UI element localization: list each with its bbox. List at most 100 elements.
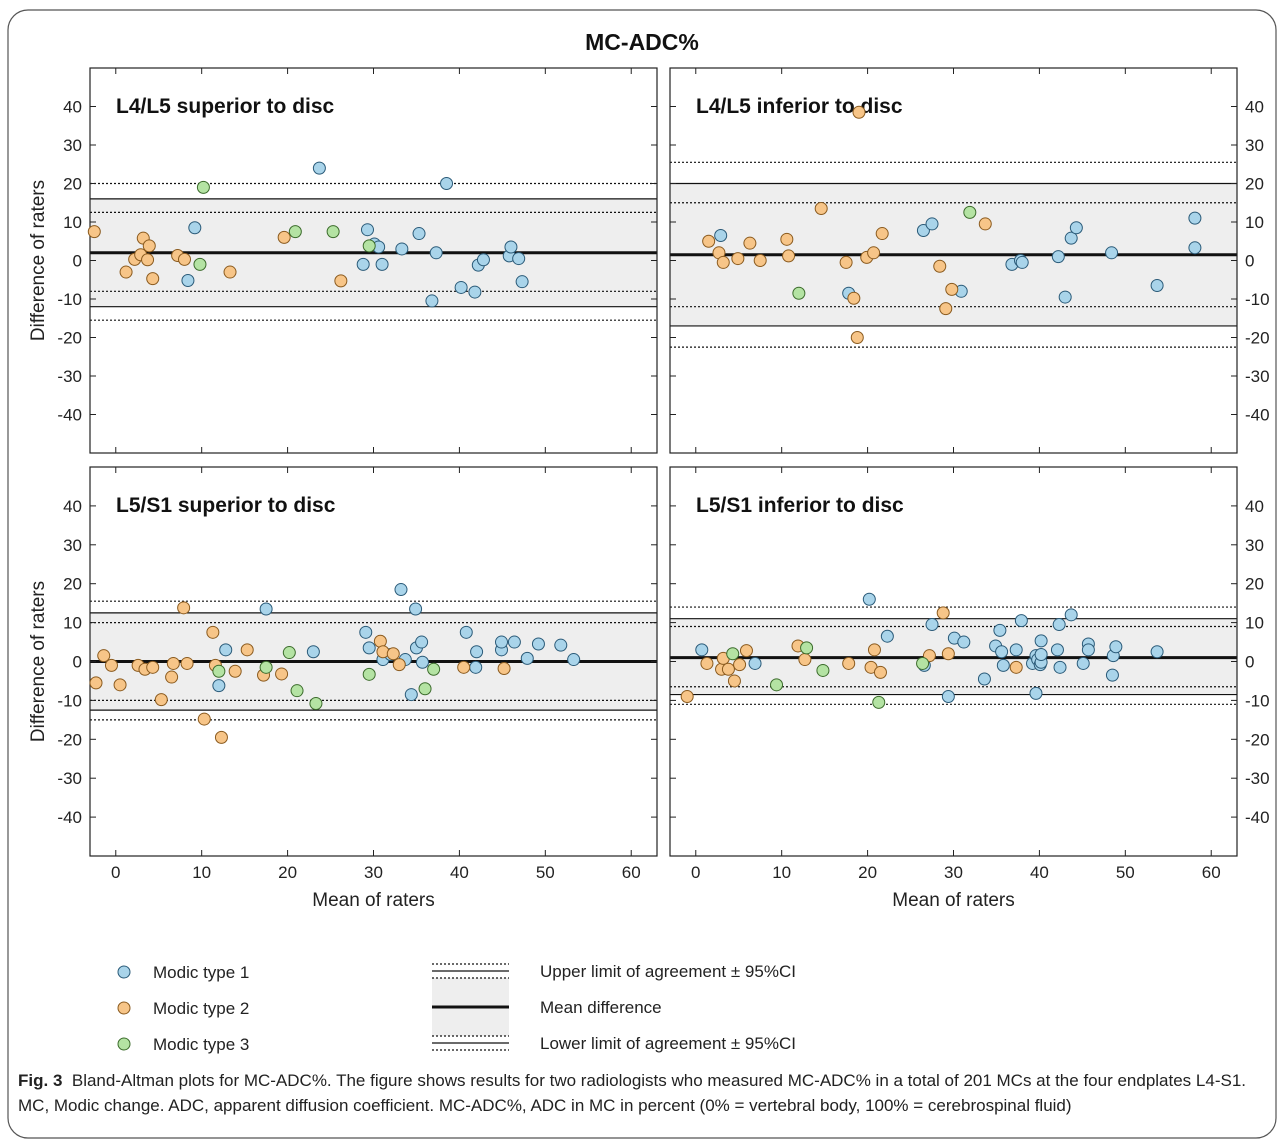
point-modic-type-1	[415, 655, 429, 669]
point-modic-type-2	[867, 246, 881, 260]
point-modic-type-2	[373, 634, 387, 648]
point-modic-type-2	[842, 656, 856, 670]
point-modic-type-3	[362, 667, 376, 681]
y-tick-label: -10	[57, 691, 82, 710]
y-axis-label: Difference of raters	[28, 180, 49, 341]
point-modic-type-3	[326, 225, 340, 239]
point-modic-type-1	[567, 653, 581, 667]
point-modic-type-2	[702, 234, 716, 248]
point-modic-type-1	[512, 252, 526, 266]
point-modic-type-1	[862, 592, 876, 606]
caption-label: Fig. 3	[18, 1071, 63, 1090]
point-modic-type-2	[457, 660, 471, 674]
point-modic-type-1	[306, 645, 320, 659]
point-modic-type-2	[939, 302, 953, 316]
point-modic-type-2	[753, 254, 767, 267]
point-modic-type-2	[165, 670, 179, 684]
point-modic-type-2	[933, 259, 947, 273]
point-modic-type-2	[743, 236, 757, 250]
x-tick-label: 60	[622, 863, 641, 882]
legend-marker-3	[117, 1037, 131, 1051]
x-tick-label: 0	[691, 863, 700, 882]
point-modic-type-1	[1150, 645, 1164, 659]
point-modic-type-1	[181, 274, 195, 288]
point-modic-type-1	[977, 672, 991, 686]
point-modic-type-3	[800, 641, 814, 655]
y-tick-label: 30	[63, 136, 82, 155]
point-modic-type-2	[240, 643, 254, 657]
point-modic-type-2	[141, 253, 155, 267]
point-modic-type-1	[925, 618, 939, 632]
y-tick-label: 0	[73, 252, 82, 271]
point-modic-type-1	[1029, 686, 1043, 700]
point-modic-type-3	[792, 286, 806, 300]
point-modic-type-2	[867, 643, 881, 657]
point-modic-type-2	[782, 249, 796, 263]
point-modic-type-1	[359, 625, 373, 639]
point-modic-type-1	[1105, 246, 1119, 260]
caption-text: Bland-Altman plots for MC-ADC%. The figu…	[18, 1071, 1246, 1115]
y-tick-label: 10	[63, 614, 82, 633]
point-modic-type-2	[113, 678, 127, 692]
panel-2: 40 30 20 10 0 -10 -20 -30 -40 L4/L5 inferior to d…	[669, 67, 1270, 454]
legend: Modic type 1 Modic type 2 Modic type 3 Uppe…	[117, 962, 796, 1054]
point-modic-type-1	[993, 623, 1007, 637]
point-modic-type-1	[925, 217, 939, 231]
point-modic-type-3	[872, 695, 886, 709]
point-modic-type-1	[476, 253, 490, 267]
point-modic-type-3	[309, 697, 323, 711]
point-modic-type-1	[470, 645, 484, 659]
point-modic-type-2	[978, 217, 992, 231]
point-modic-type-1	[996, 658, 1010, 672]
point-modic-type-2	[497, 662, 511, 676]
point-modic-type-1	[695, 643, 709, 657]
point-modic-type-2	[119, 265, 133, 279]
point-modic-type-3	[212, 664, 226, 678]
point-modic-type-3	[290, 684, 304, 698]
point-modic-type-2	[727, 674, 741, 688]
point-modic-type-1	[1105, 668, 1119, 682]
point-modic-type-1	[404, 688, 418, 702]
point-modic-type-2	[936, 606, 950, 620]
point-modic-type-2	[847, 291, 861, 305]
point-modic-type-1	[1014, 614, 1028, 628]
point-modic-type-1	[454, 280, 468, 294]
point-modic-type-1	[1076, 656, 1090, 670]
point-modic-type-3	[259, 660, 273, 674]
point-modic-type-1	[495, 635, 509, 649]
legend-marker-label: Modic type 1	[153, 963, 249, 982]
point-modic-type-2	[89, 676, 103, 690]
panel-title: L4/L5 inferior to disc	[696, 95, 903, 118]
y-tick-label: 30	[63, 536, 82, 555]
point-modic-type-3	[726, 647, 740, 661]
point-modic-type-1	[459, 625, 473, 639]
y-tick-label: -20	[1245, 730, 1270, 749]
point-modic-type-1	[1058, 290, 1072, 304]
y-tick-label: -40	[57, 406, 82, 425]
point-modic-type-1	[520, 651, 534, 665]
point-modic-type-1	[957, 635, 971, 649]
x-tick-label: 30	[364, 863, 383, 882]
point-modic-type-2	[1009, 660, 1023, 674]
point-modic-type-3	[816, 663, 830, 677]
point-modic-type-2	[680, 690, 694, 704]
point-modic-type-1	[531, 637, 545, 651]
point-modic-type-1	[1015, 255, 1029, 269]
point-modic-type-2	[739, 644, 753, 658]
point-modic-type-1	[880, 629, 894, 643]
point-modic-type-2	[180, 656, 194, 670]
point-modic-type-1	[415, 635, 429, 649]
point-modic-type-3	[916, 656, 930, 670]
point-modic-type-2	[87, 225, 101, 239]
x-tick-label: 10	[192, 863, 211, 882]
y-tick-label: -10	[1245, 691, 1270, 710]
point-modic-type-1	[1069, 221, 1083, 235]
x-tick-label: 40	[1030, 863, 1049, 882]
point-modic-type-1	[219, 643, 233, 657]
point-modic-type-2	[206, 625, 220, 639]
point-modic-type-3	[362, 239, 376, 253]
point-modic-type-3	[288, 225, 302, 239]
point-modic-type-2	[197, 712, 211, 726]
x-tick-label: 60	[1202, 863, 1221, 882]
